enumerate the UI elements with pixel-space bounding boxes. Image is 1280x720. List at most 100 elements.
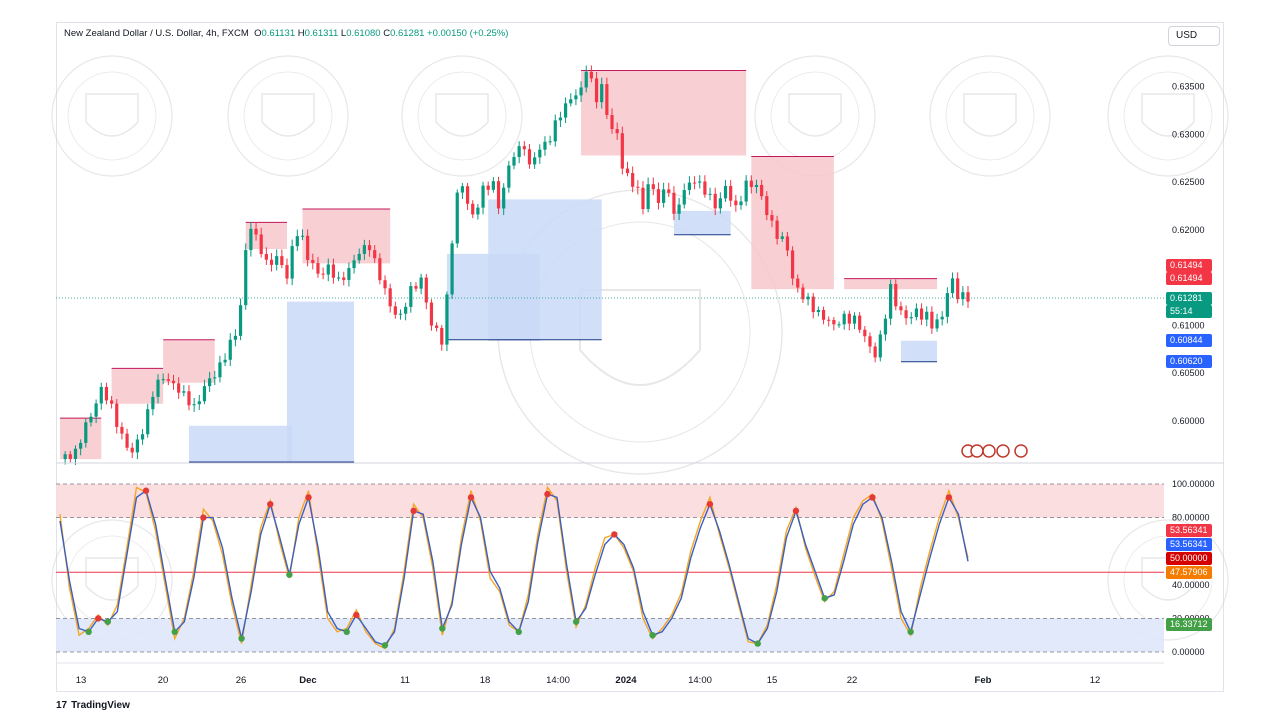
candle-body <box>486 185 490 190</box>
demand-zone <box>900 340 938 362</box>
sell-signal-dot <box>544 490 551 498</box>
overbought-band <box>56 484 1164 518</box>
watermark-shield <box>261 93 315 137</box>
candle-body <box>306 235 310 260</box>
candle-body <box>63 454 67 460</box>
candle-body <box>424 277 428 303</box>
candle-body <box>249 228 253 251</box>
candle-body <box>94 403 98 417</box>
buy-signal-dot <box>171 628 178 636</box>
oversold-band <box>56 618 1164 652</box>
sell-signal-dot <box>706 500 714 508</box>
candle-body <box>625 168 630 174</box>
candle-body <box>956 278 960 300</box>
candle-body <box>517 146 521 158</box>
time-tick-label: 13 <box>76 675 87 686</box>
stoch-k-red-tag: 53.56341 <box>1166 524 1212 537</box>
candle-body <box>847 313 851 324</box>
candle-body <box>512 157 516 166</box>
candle-body <box>326 264 330 275</box>
candle-body <box>641 187 645 210</box>
candle-body <box>120 426 124 434</box>
high-label: H <box>297 28 305 39</box>
supply-zone <box>245 222 287 250</box>
candle-body <box>465 186 470 204</box>
buy-signal-dot <box>286 571 293 578</box>
candle-body <box>723 185 728 199</box>
watermark-ring <box>243 71 333 161</box>
sell-signal-dot <box>267 500 274 508</box>
candle-body <box>801 287 805 300</box>
tradingview-logo-icon: 17 <box>56 700 68 711</box>
oscillator-tick-label: 40.00000 <box>1172 580 1210 590</box>
watermark-ring <box>67 71 157 161</box>
price-tick-label: 0.61000 <box>1172 320 1205 330</box>
watermark-shield <box>1141 557 1195 601</box>
tradingview-brand[interactable]: 17 TradingView <box>56 700 130 711</box>
candle-body <box>760 184 764 197</box>
candle-body <box>166 379 170 381</box>
candle-body <box>146 409 150 435</box>
candle-body <box>259 234 263 255</box>
candle-body <box>563 103 568 118</box>
candle-body <box>703 181 707 195</box>
sell-signal-dot <box>95 615 102 622</box>
watermark-shield <box>963 93 1017 137</box>
candle-body <box>780 236 784 239</box>
candles-layer <box>63 65 970 465</box>
buy-signal-dot <box>439 625 446 632</box>
supply-zone <box>581 70 747 156</box>
watermark-ring <box>417 71 507 161</box>
candle-body <box>135 439 139 453</box>
time-tick-label: 14:00 <box>546 675 570 686</box>
event-icon <box>996 444 1010 458</box>
oversold-tag: 16.33712 <box>1166 618 1212 631</box>
candle-body <box>445 294 449 345</box>
candle-body <box>187 391 191 406</box>
candle-body <box>667 189 671 193</box>
candle-body <box>115 403 119 427</box>
candle-body <box>796 278 800 288</box>
candle-body <box>754 184 759 188</box>
brand-name: TradingView <box>71 700 130 711</box>
candle-body <box>373 250 377 259</box>
change-value: +0.00150 (+0.25%) <box>427 28 509 39</box>
instrument-name: New Zealand Dollar / U.S. Dollar, 4h, FX… <box>64 28 249 39</box>
resistance-tag-2: 0.61494 <box>1166 272 1212 285</box>
supply-zone <box>302 208 391 264</box>
candle-body <box>264 254 268 260</box>
watermark-shield <box>85 93 139 137</box>
buy-signal-dot <box>238 635 245 642</box>
candle-body <box>945 293 949 317</box>
oscillator-tick-label: 100.00000 <box>1172 479 1215 489</box>
candle-body <box>729 185 733 201</box>
price-scale: 0.63500 0.63000 0.62500 0.62000 0.61000 0.605… <box>1172 82 1205 426</box>
candle-body <box>481 185 485 208</box>
low-value: 0.61080 <box>346 28 381 39</box>
time-tick-label: 15 <box>767 675 778 686</box>
time-tick-label: 14:00 <box>688 675 712 686</box>
price-tick-label: 0.60000 <box>1172 416 1205 426</box>
candle-body <box>579 87 583 96</box>
price-tick-label: 0.62500 <box>1172 177 1205 187</box>
candle-body <box>290 246 294 279</box>
time-tick-label: 22 <box>847 675 858 686</box>
candle-body <box>383 280 387 289</box>
price-tick-label: 0.63000 <box>1172 129 1205 139</box>
candle-body <box>404 306 408 314</box>
candle-body <box>79 442 83 449</box>
candle-body <box>806 296 810 300</box>
candle-body <box>646 184 650 210</box>
candle-body <box>388 288 392 307</box>
candle-body <box>589 71 593 79</box>
candle-body <box>811 296 815 313</box>
sell-signal-dot <box>792 507 800 515</box>
currency-button[interactable]: USD <box>1168 26 1220 46</box>
economic-events-icons[interactable] <box>961 444 1028 458</box>
candle-body <box>527 149 532 165</box>
candle-body <box>347 268 351 280</box>
watermark-ring <box>1107 519 1229 641</box>
candle-body <box>295 236 299 247</box>
time-axis: 13 20 26 Dec 11 18 14:00 2024 14:00 15 22 Feb 12 <box>76 675 1101 686</box>
